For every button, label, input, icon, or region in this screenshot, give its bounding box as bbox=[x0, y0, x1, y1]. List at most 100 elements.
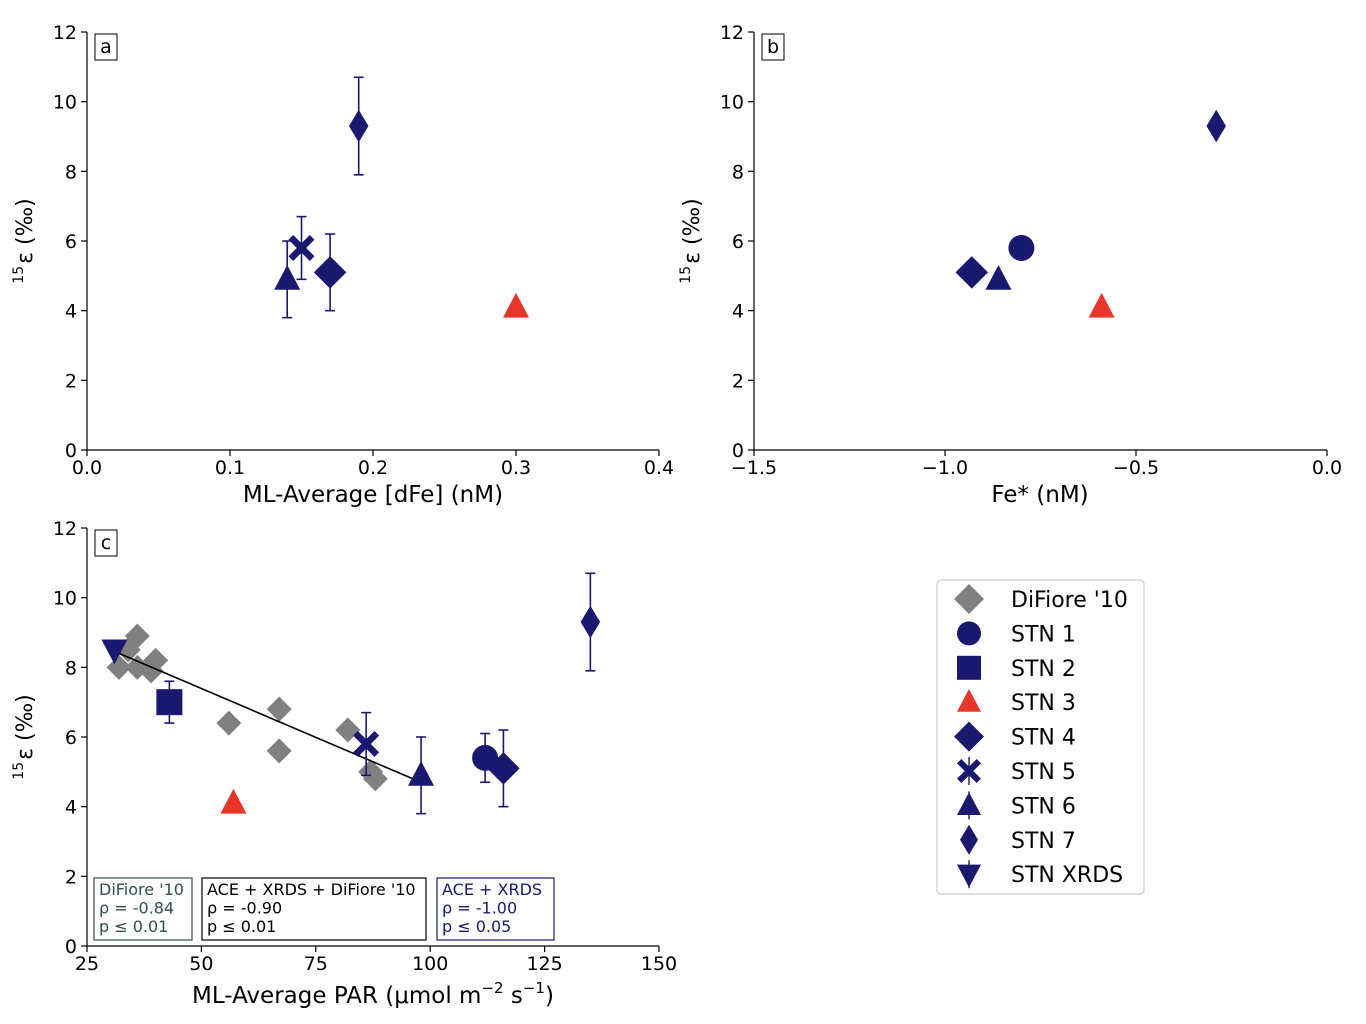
x-axis-label-part: s bbox=[504, 983, 523, 1009]
point-stn-7 bbox=[1206, 109, 1226, 143]
x-tick-label: 100 bbox=[412, 953, 448, 975]
panel-label: b bbox=[767, 36, 779, 58]
stat-box bbox=[93, 877, 193, 941]
point-stn-1 bbox=[1008, 234, 1035, 261]
y-tick-label: 8 bbox=[732, 161, 744, 183]
stat-box bbox=[201, 877, 427, 941]
y-tick-label: 6 bbox=[65, 231, 77, 253]
legend-marker-stn-2 bbox=[957, 655, 981, 680]
point-stn-3 bbox=[503, 292, 529, 318]
x-axis-label: ML-Average [dFe] (nM) bbox=[243, 482, 503, 508]
point-stn-4 bbox=[487, 752, 520, 785]
panel-b: −1.5 −1.0 −0.5 0.0 0 2 4 6 8 10 12 b 15 ε (‰) Fe* (nM) bbox=[678, 22, 1342, 508]
x-axis-label: ML-Average PAR (μmol m−2 s−1) bbox=[192, 979, 554, 1009]
y-tick-label: 4 bbox=[65, 797, 77, 819]
point-stn-4 bbox=[955, 256, 988, 289]
point-difiore bbox=[362, 766, 388, 792]
legend-marker-stn-7 bbox=[960, 824, 978, 855]
y-tick-label: 10 bbox=[53, 92, 77, 114]
point-stn-2 bbox=[156, 689, 183, 716]
y-tick-label: 0 bbox=[65, 936, 77, 958]
x-axis-label-part: ) bbox=[545, 983, 554, 1009]
legend: DiFiore '10 STN 1 STN 2 STN 3 STN 4 STN 5 STN … bbox=[936, 579, 1145, 895]
point-stn-5 bbox=[288, 234, 315, 261]
panel-label: a bbox=[100, 36, 112, 58]
legend-box bbox=[936, 579, 1145, 895]
point-stn-3 bbox=[1088, 292, 1115, 318]
legend-label: STN 4 bbox=[1011, 726, 1076, 751]
point-difiore bbox=[266, 738, 292, 764]
legend-label: STN XRDS bbox=[1011, 863, 1123, 888]
point-difiore bbox=[266, 696, 292, 722]
legend-label: STN 6 bbox=[1011, 794, 1076, 819]
stat-box-text: ρ = -0.84 bbox=[99, 899, 174, 918]
x-tick-label: 0.2 bbox=[358, 457, 388, 479]
y-tick-label: 4 bbox=[65, 301, 77, 323]
y-axis-label: 15 ε (‰) bbox=[11, 694, 38, 779]
x-axis-label-part: ML-Average PAR (μmol m bbox=[192, 983, 481, 1009]
y-axis-label: 15 ε (‰) bbox=[11, 198, 38, 283]
regression-line bbox=[118, 652, 422, 784]
x-tick-label: 0.0 bbox=[1312, 457, 1342, 479]
y-axis-label: 15 ε (‰) bbox=[678, 198, 705, 283]
y-tick-label: 6 bbox=[732, 231, 744, 253]
legend-marker-stn-1 bbox=[957, 621, 981, 646]
x-tick-label: 125 bbox=[526, 953, 562, 975]
legend-marker-stn-3 bbox=[957, 689, 981, 712]
stat-box-text: p ≤ 0.01 bbox=[99, 917, 168, 936]
x-axis-label-superscript: −2 bbox=[481, 979, 503, 997]
y-tick-label: 8 bbox=[65, 657, 77, 679]
legend-marker-difiore-10 bbox=[954, 584, 984, 614]
panel-label-box bbox=[94, 33, 118, 61]
y-tick-label: 0 bbox=[732, 440, 744, 462]
x-tick-label: 0.4 bbox=[644, 457, 674, 479]
y-axis-label-main: ε (‰) bbox=[13, 694, 38, 760]
stat-box-text: p ≤ 0.01 bbox=[207, 917, 276, 936]
point-difiore bbox=[216, 710, 242, 736]
stat-box-text: DiFiore '10 bbox=[99, 880, 184, 899]
x-tick-label: 50 bbox=[189, 953, 213, 975]
point-stn-xrds bbox=[101, 639, 128, 665]
point-stn-6 bbox=[985, 265, 1012, 290]
stat-box-text: ACE + XRDS bbox=[442, 880, 542, 899]
point-stn-5 bbox=[353, 730, 380, 757]
legend-label: DiFiore '10 bbox=[1011, 588, 1128, 613]
legend-marker-stn-xrds bbox=[957, 864, 981, 888]
x-tick-label: −1.0 bbox=[922, 457, 968, 479]
stat-box-text: p ≤ 0.05 bbox=[442, 917, 511, 936]
y-tick-label: 10 bbox=[720, 92, 744, 114]
x-axis-label-superscript: −1 bbox=[523, 979, 545, 997]
y-axis-label-superscript: 15 bbox=[678, 266, 694, 284]
point-stn-7 bbox=[348, 109, 369, 143]
point-stn-6 bbox=[408, 761, 435, 786]
x-tick-label: 25 bbox=[75, 953, 99, 975]
legend-marker-stn-5 bbox=[957, 759, 981, 783]
y-tick-label: 2 bbox=[732, 370, 744, 392]
x-tick-label: 150 bbox=[641, 953, 677, 975]
y-tick-label: 12 bbox=[720, 22, 744, 44]
y-tick-label: 6 bbox=[65, 727, 77, 749]
point-difiore bbox=[106, 654, 132, 680]
x-tick-label: −1.5 bbox=[731, 457, 777, 479]
panel-label: c bbox=[101, 532, 111, 554]
panel-label-box bbox=[94, 529, 118, 557]
y-tick-label: 0 bbox=[65, 440, 77, 462]
y-axis-label-main: ε (‰) bbox=[13, 198, 38, 264]
panel-a: 0.0 0.1 0.2 0.3 0.4 0 2 4 6 8 10 12 a 15 ε (‰) ML-Avera… bbox=[11, 22, 674, 508]
panel-c: 25 50 75 100 125 150 0 2 4 6 8 10 12 c 15 ε (‰) ML-Avera… bbox=[11, 518, 677, 1009]
y-tick-label: 4 bbox=[732, 301, 744, 323]
point-stn-4 bbox=[313, 256, 347, 289]
legend-marker-stn-4 bbox=[954, 721, 984, 752]
y-axis-label-superscript: 15 bbox=[11, 762, 27, 780]
point-stn-3 bbox=[220, 788, 247, 814]
legend-label: STN 3 bbox=[1011, 691, 1076, 716]
point-difiore bbox=[124, 623, 150, 649]
stat-box bbox=[436, 877, 555, 941]
y-tick-label: 2 bbox=[65, 370, 77, 392]
y-tick-label: 2 bbox=[65, 866, 77, 888]
stat-box-text: ρ = -0.90 bbox=[207, 899, 282, 918]
legend-marker-stn-6 bbox=[957, 792, 981, 815]
point-stn-7 bbox=[580, 605, 601, 639]
y-tick-label: 10 bbox=[53, 588, 77, 610]
y-tick-label: 12 bbox=[53, 518, 77, 540]
